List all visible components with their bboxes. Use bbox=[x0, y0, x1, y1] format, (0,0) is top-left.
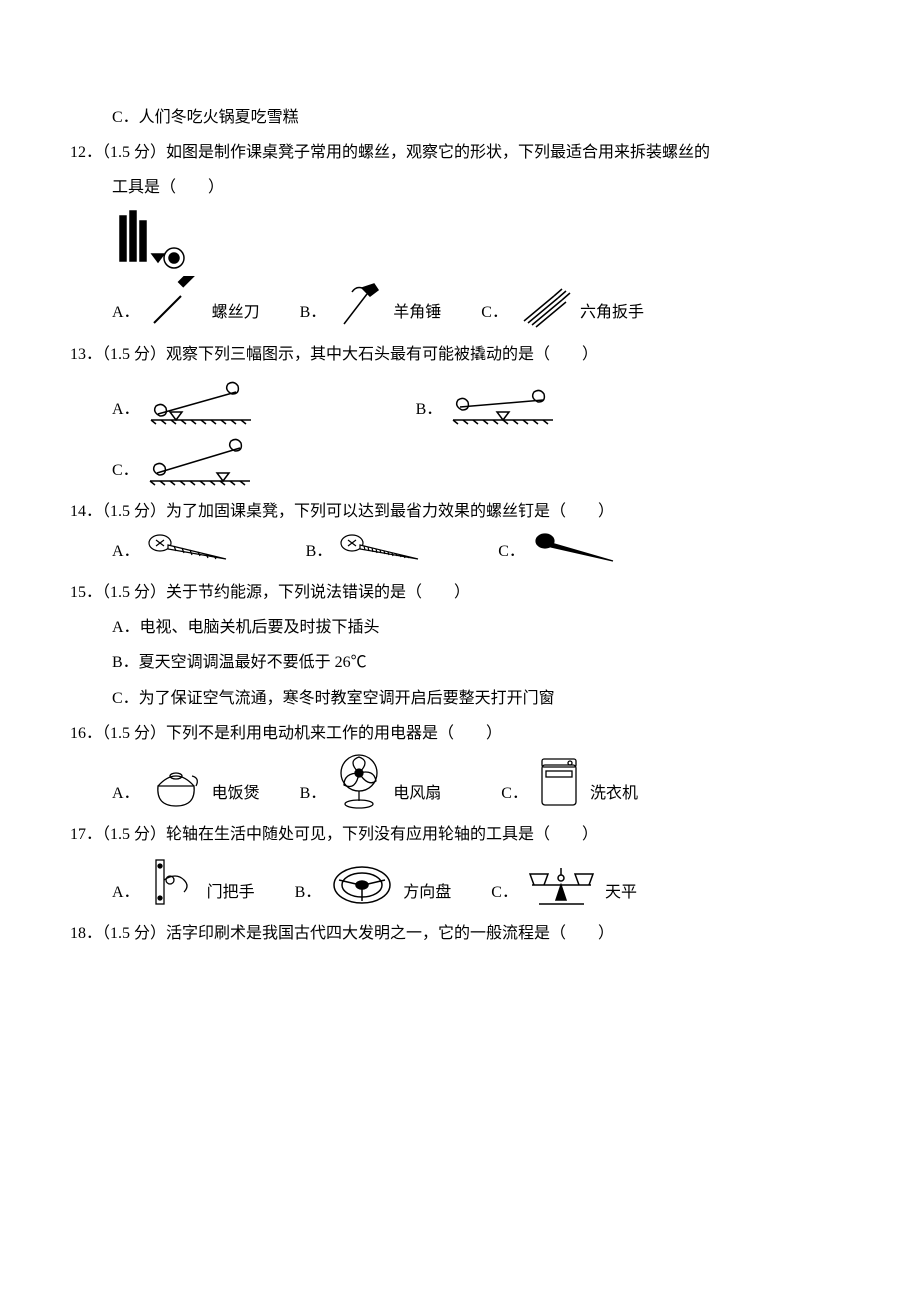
option-letter: A． bbox=[112, 875, 140, 910]
q16-option-c: C． 洗衣机 bbox=[501, 753, 638, 811]
q15-option-a: A．电视、电脑关机后要及时拔下插头 bbox=[70, 610, 850, 645]
q14-option-b: B． bbox=[306, 529, 429, 569]
q12-option-b: B． 羊角锤 bbox=[300, 276, 442, 331]
q12-options: A． 螺丝刀 B． bbox=[70, 276, 850, 331]
q13-stem: 13．（1.5 分）观察下列三幅图示，其中大石头最有可能被撬动的是（ ） bbox=[70, 337, 850, 372]
option-letter: A． bbox=[112, 776, 140, 811]
option-label: 六角扳手 bbox=[580, 295, 644, 330]
rice-cooker-icon bbox=[146, 756, 206, 811]
q12-stem-line1: 12．（1.5 分）如图是制作课桌凳子常用的螺丝，观察它的形状，下列最适合用来拆… bbox=[70, 135, 850, 170]
option-letter: A． bbox=[112, 534, 140, 569]
option-letter: C． bbox=[498, 534, 525, 569]
q12-figure bbox=[70, 206, 850, 276]
exam-page: C．人们冬吃火锅夏吃雪糕 12．（1.5 分）如图是制作课桌凳子常用的螺丝，观察… bbox=[10, 0, 910, 1031]
option-label: 方向盘 bbox=[403, 875, 451, 910]
option-letter: B． bbox=[306, 534, 333, 569]
q13-option-b: B． bbox=[416, 372, 559, 427]
q14-stem: 14．（1.5 分）为了加固课桌凳，下列可以达到最省力效果的螺丝钉是（ ） bbox=[70, 494, 850, 529]
lever-diagram-b-icon bbox=[448, 372, 558, 427]
q17-option-c: C． 天平 bbox=[491, 860, 637, 910]
q17-option-a: A． 门把手 bbox=[112, 852, 255, 910]
q16-option-b: B． 电风扇 bbox=[300, 751, 442, 811]
option-letter: C． bbox=[481, 295, 508, 330]
q11-option-c: C．人们冬吃火锅夏吃雪糕 bbox=[70, 100, 850, 135]
screws-bolts-icon bbox=[112, 206, 190, 276]
washing-machine-icon bbox=[534, 753, 584, 811]
lever-diagram-a-icon bbox=[146, 372, 256, 427]
q17-stem: 17．（1.5 分）轮轴在生活中随处可见，下列没有应用轮轴的工具是（ ） bbox=[70, 817, 850, 852]
balance-scale-icon bbox=[524, 860, 599, 910]
q13-options-row2: C． bbox=[70, 433, 850, 488]
option-label: 电风扇 bbox=[393, 776, 441, 811]
option-letter: B． bbox=[300, 776, 327, 811]
option-label: 羊角锤 bbox=[393, 295, 441, 330]
option-label: 螺丝刀 bbox=[212, 295, 260, 330]
q13-options-row1: A． B． bbox=[70, 372, 850, 427]
q12-stem-line2: 工具是（ ） bbox=[70, 170, 850, 205]
q18-stem: 18．（1.5 分）活字印刷术是我国古代四大发明之一，它的一般流程是（ ） bbox=[70, 916, 850, 951]
option-letter: A． bbox=[112, 295, 140, 330]
q16-option-a: A． 电饭煲 bbox=[112, 756, 260, 811]
q13-option-c: C． bbox=[112, 433, 255, 488]
option-letter: C． bbox=[112, 453, 139, 488]
q14-option-c: C． bbox=[498, 529, 621, 569]
option-letter: B． bbox=[416, 392, 443, 427]
q17-options: A． 门把手 B． bbox=[70, 852, 850, 910]
electric-fan-icon bbox=[332, 751, 387, 811]
q14-options: A． B． bbox=[70, 529, 850, 569]
nail-icon bbox=[531, 529, 621, 569]
q13-option-a: A． bbox=[112, 372, 256, 427]
option-letter: C． bbox=[491, 875, 518, 910]
screw-fine-icon bbox=[338, 529, 428, 569]
option-label: 门把手 bbox=[207, 875, 255, 910]
option-letter: A． bbox=[112, 392, 140, 427]
option-label: 洗衣机 bbox=[590, 776, 638, 811]
q12-option-a: A． 螺丝刀 bbox=[112, 276, 260, 331]
q17-option-b: B． 方向盘 bbox=[295, 855, 452, 910]
steering-wheel-icon bbox=[327, 855, 397, 910]
hex-wrench-icon bbox=[514, 281, 574, 331]
q15-option-b: B．夏天空调调温最好不要低于 26℃ bbox=[70, 645, 850, 680]
q14-option-a: A． bbox=[112, 529, 236, 569]
screw-coarse-icon bbox=[146, 529, 236, 569]
option-label: 电饭煲 bbox=[212, 776, 260, 811]
option-letter: B． bbox=[300, 295, 327, 330]
lever-diagram-c-icon bbox=[145, 433, 255, 488]
claw-hammer-icon bbox=[332, 276, 387, 331]
option-letter: C． bbox=[501, 776, 528, 811]
option-letter: B． bbox=[295, 875, 322, 910]
q16-stem: 16．（1.5 分）下列不是利用电动机来工作的用电器是（ ） bbox=[70, 716, 850, 751]
q15-option-c: C．为了保证空气流通，寒冬时教室空调开启后要整天打开门窗 bbox=[70, 681, 850, 716]
door-handle-icon bbox=[146, 852, 201, 910]
q16-options: A． 电饭煲 B． bbox=[70, 751, 850, 811]
screwdriver-icon bbox=[146, 276, 206, 331]
q12-option-c: C． 六角扳手 bbox=[481, 281, 644, 331]
option-label: 天平 bbox=[605, 875, 637, 910]
q15-stem: 15．（1.5 分）关于节约能源，下列说法错误的是（ ） bbox=[70, 575, 850, 610]
